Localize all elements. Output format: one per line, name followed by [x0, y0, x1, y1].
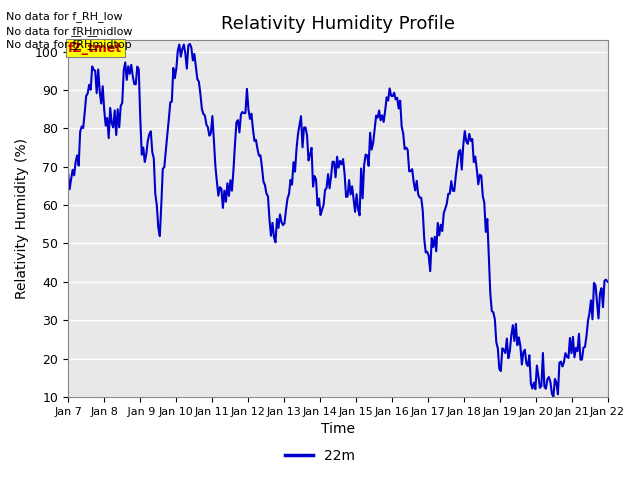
- X-axis label: Time: Time: [321, 422, 355, 436]
- Text: fZ_tmet: fZ_tmet: [68, 42, 122, 55]
- Y-axis label: Relativity Humidity (%): Relativity Humidity (%): [15, 138, 29, 299]
- Title: Relativity Humidity Profile: Relativity Humidity Profile: [221, 15, 455, 33]
- Text: No data for f͟RH͟midtop: No data for f͟RH͟midtop: [6, 40, 132, 50]
- Text: No data for f͟RH͟midlow: No data for f͟RH͟midlow: [6, 25, 133, 36]
- Legend: 22m: 22m: [280, 443, 360, 468]
- Text: No data for f_RH_low: No data for f_RH_low: [6, 11, 123, 22]
